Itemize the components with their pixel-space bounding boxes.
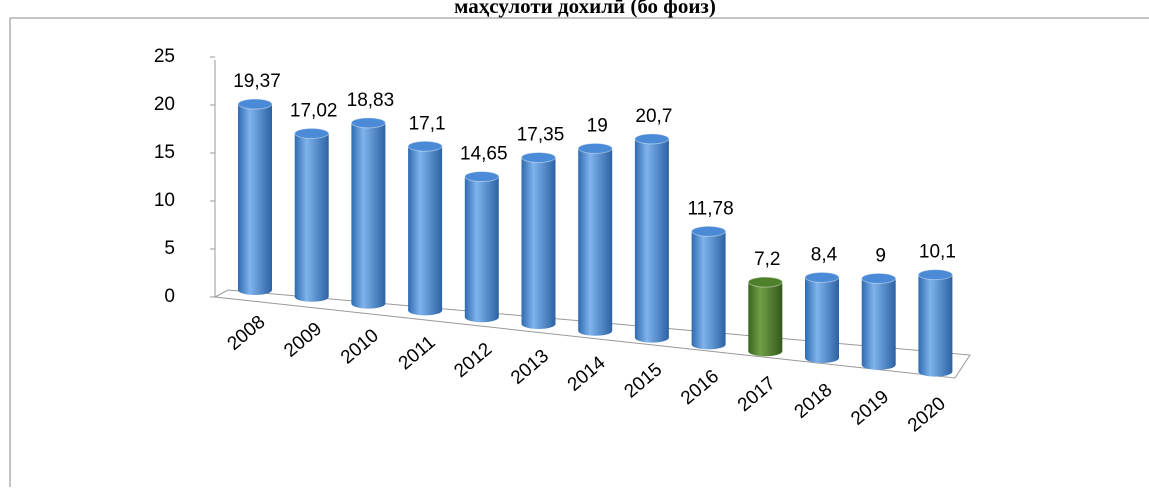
x-tick-label: 2015 — [620, 359, 666, 402]
x-tick-label: 2018 — [791, 380, 837, 423]
bar-top — [917, 269, 953, 281]
chart-title: маҳсулоти дохилӣ (бо фоиз) — [454, 0, 716, 18]
value-label: 19,37 — [233, 71, 281, 92]
x-tick-label: 2008 — [224, 312, 270, 355]
bar-top — [464, 171, 500, 183]
bar — [578, 148, 613, 336]
bar — [918, 274, 953, 377]
bar — [351, 122, 386, 309]
x-tick-label: 2013 — [507, 346, 553, 389]
x-tick-label: 2009 — [280, 318, 326, 361]
bar — [464, 176, 499, 323]
y-tick-label: 0 — [164, 286, 175, 307]
bar — [748, 282, 783, 357]
x-tick-label: 2016 — [677, 366, 723, 409]
value-label: 10,1 — [919, 242, 956, 263]
bar-top — [804, 271, 840, 283]
bar — [634, 138, 669, 343]
bar-top — [350, 117, 386, 129]
x-tick-label: 2010 — [337, 325, 383, 368]
value-label: 20,7 — [635, 106, 672, 127]
bar — [408, 146, 443, 316]
value-label: 11,78 — [688, 198, 734, 219]
bar — [805, 277, 839, 363]
floor — [213, 289, 971, 379]
bar-top — [634, 133, 670, 145]
x-tick-label: 2012 — [450, 339, 496, 382]
bar-top — [691, 225, 727, 237]
y-tick-label: 5 — [164, 238, 175, 259]
bar-top — [577, 142, 613, 154]
value-label: 17,1 — [409, 113, 446, 134]
x-tick-label: 2011 — [395, 332, 440, 374]
value-label: 9 — [875, 245, 886, 266]
x-tick-label: 2020 — [904, 393, 950, 436]
value-label: 18,83 — [347, 90, 395, 111]
value-label: 14,65 — [460, 144, 508, 165]
y-tick-label: 10 — [154, 190, 175, 211]
bar — [691, 231, 726, 350]
bar — [861, 278, 896, 370]
bar-top — [861, 272, 897, 284]
y-tick-label: 20 — [154, 94, 175, 115]
value-label: 19 — [587, 115, 608, 136]
y-tick-label: 15 — [154, 142, 175, 163]
bar — [294, 133, 329, 302]
frame — [9, 17, 1149, 487]
bar — [238, 104, 272, 295]
value-label: 7,2 — [754, 249, 780, 270]
bar-top — [407, 140, 443, 152]
bar-top — [521, 151, 556, 163]
bar — [521, 157, 556, 329]
value-label: 8,4 — [811, 244, 838, 265]
value-label: 17,35 — [517, 124, 565, 145]
value-label: 17,02 — [290, 100, 338, 121]
x-tick-label: 2019 — [847, 386, 893, 429]
bar-top — [237, 98, 273, 110]
x-tick-label: 2014 — [564, 352, 610, 396]
y-tick-label: 25 — [154, 46, 175, 67]
x-tick-label: 2017 — [734, 373, 780, 416]
bar-top — [294, 127, 330, 139]
bar-top — [747, 276, 783, 288]
